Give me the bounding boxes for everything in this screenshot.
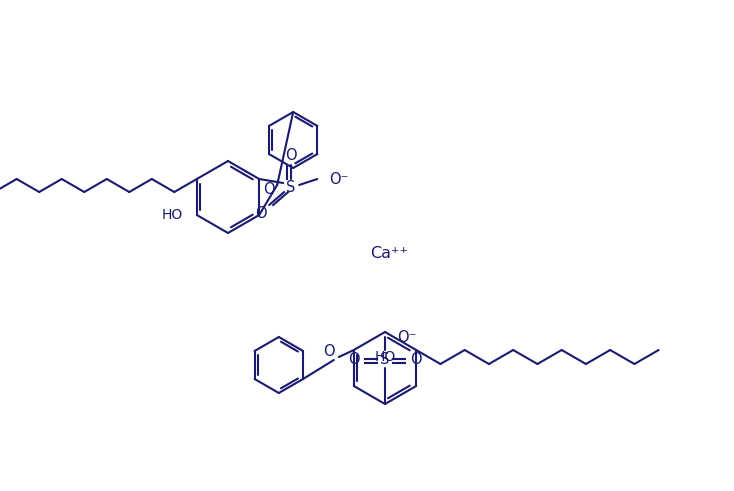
Text: O: O bbox=[264, 183, 275, 197]
Text: HO: HO bbox=[161, 208, 183, 222]
Text: S: S bbox=[380, 352, 390, 366]
Text: O: O bbox=[255, 206, 267, 220]
Text: O⁻: O⁻ bbox=[397, 329, 416, 345]
Text: O⁻: O⁻ bbox=[329, 171, 349, 187]
Text: Ca⁺⁺: Ca⁺⁺ bbox=[370, 246, 408, 261]
Text: O: O bbox=[348, 352, 360, 366]
Text: S: S bbox=[286, 180, 296, 194]
Text: O: O bbox=[286, 148, 297, 164]
Text: O: O bbox=[410, 352, 422, 366]
Text: O: O bbox=[323, 345, 335, 359]
Text: HO: HO bbox=[374, 350, 396, 364]
